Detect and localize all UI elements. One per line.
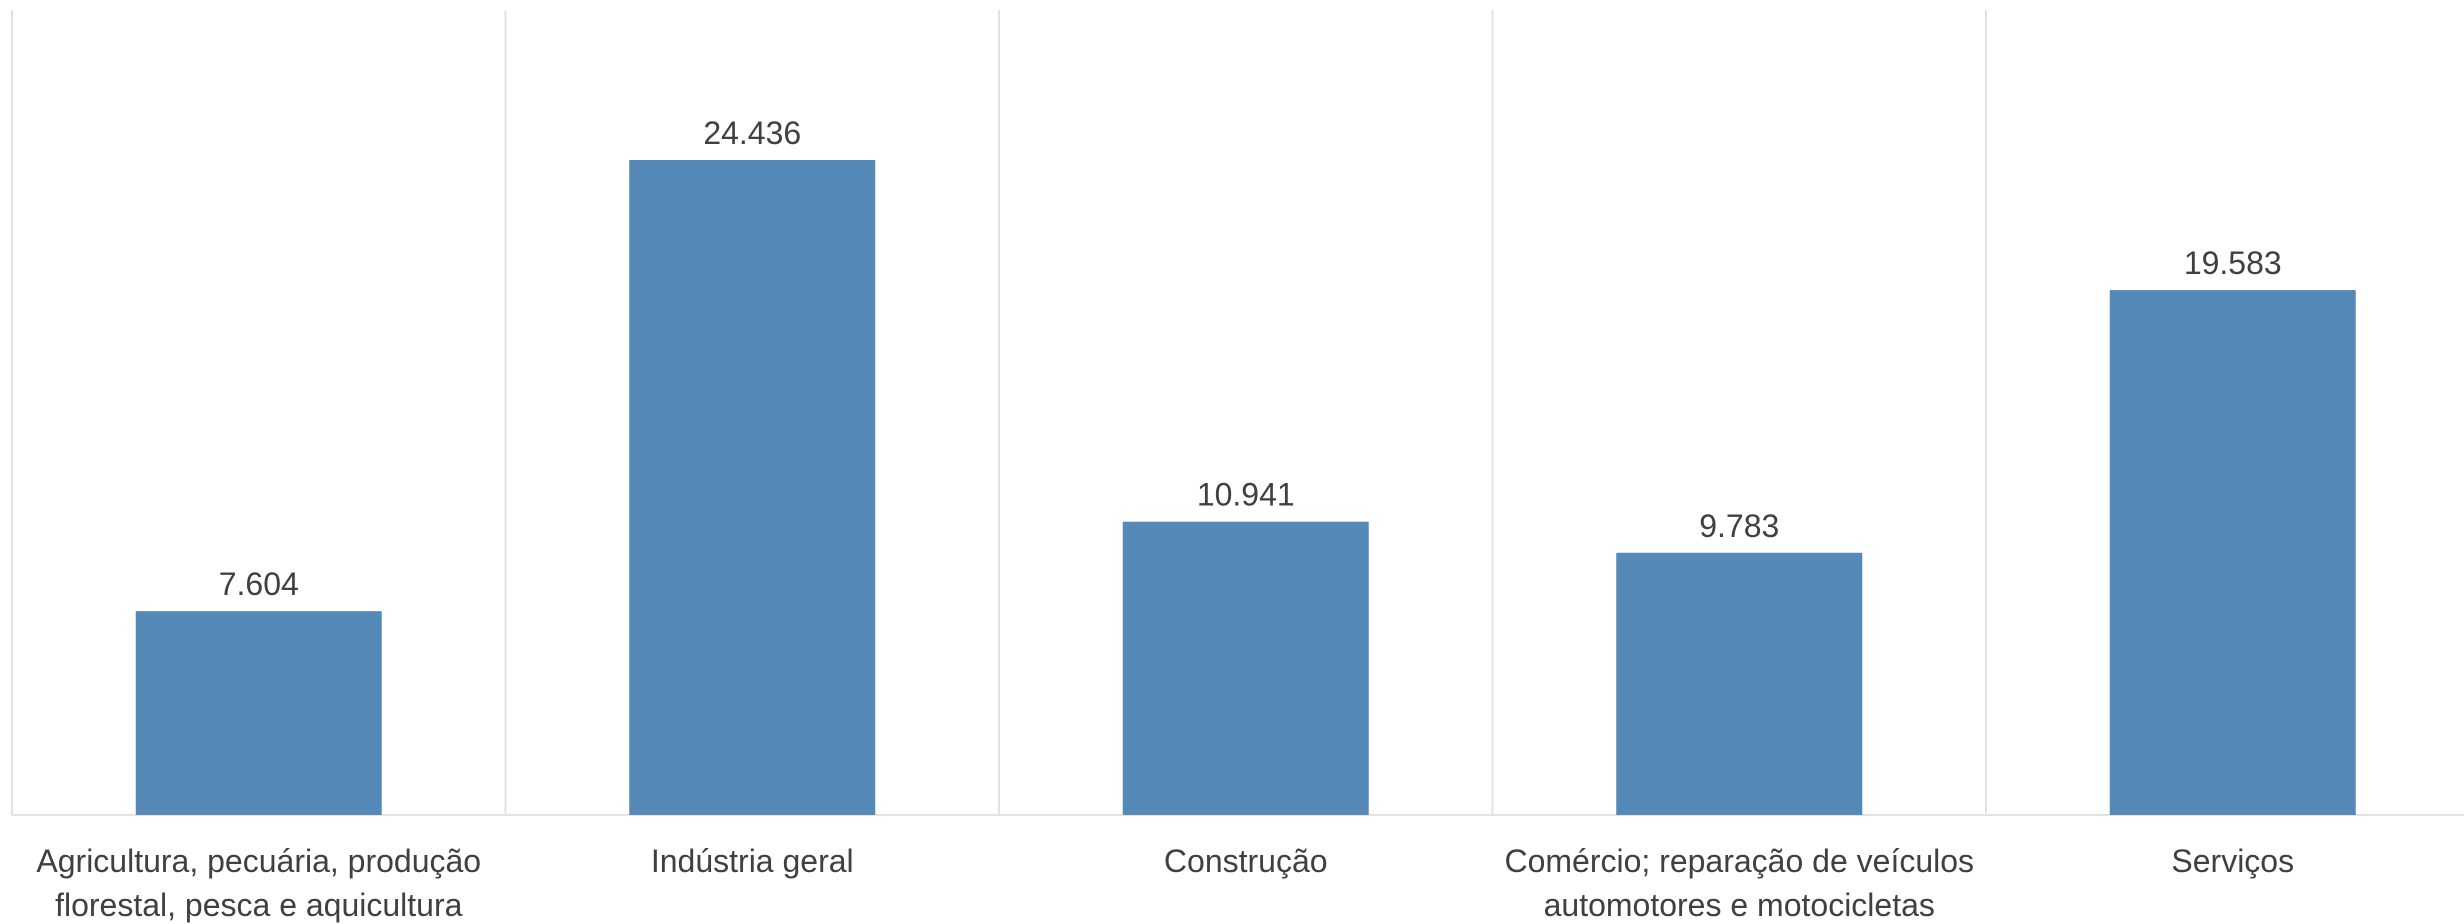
bar-value-label: 10.941 bbox=[1197, 477, 1295, 513]
bar-value-label: 7.604 bbox=[219, 566, 299, 602]
bar-value-label: 9.783 bbox=[1699, 508, 1779, 544]
category-label: automotores e motocicletas bbox=[1544, 887, 1935, 923]
category-label: Serviços bbox=[2171, 843, 2294, 879]
category-label: Agricultura, pecuária, produção bbox=[36, 843, 481, 879]
data-labels: 7.604 24.436 10.941 9.783 19.583 bbox=[219, 115, 2282, 602]
bar-value-label: 19.583 bbox=[2184, 245, 2282, 281]
bar bbox=[1616, 552, 1863, 815]
category-label: Construção bbox=[1164, 843, 1328, 879]
category-label: florestal, pesca e aquicultura bbox=[55, 887, 463, 923]
category-label: Comércio; reparação de veículos bbox=[1504, 843, 1974, 879]
bar bbox=[2109, 290, 2356, 816]
bar bbox=[135, 611, 382, 815]
bars bbox=[135, 160, 2356, 816]
bar bbox=[1122, 521, 1369, 815]
bar bbox=[629, 160, 876, 815]
category-label: Indústria geral bbox=[651, 843, 854, 879]
bar-value-label: 24.436 bbox=[703, 115, 801, 151]
category-axis-labels: Agricultura, pecuária, produção florestal… bbox=[36, 843, 2294, 923]
